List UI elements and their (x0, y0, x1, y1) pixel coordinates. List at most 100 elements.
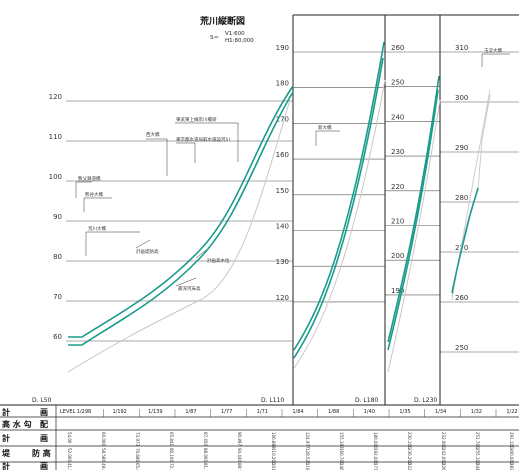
data-table: 計 画 高 水 勾 配 計 画 堤 防 高 計 画 LEVEL 1/298 1/1… (0, 405, 519, 470)
elevation-value: 146.800 (339, 463, 344, 470)
tick-label: 310 (455, 44, 468, 52)
level-label: LEVEL (60, 409, 76, 415)
elevation-value: 192.000 (373, 448, 378, 465)
elevation-value: 41.560 (67, 463, 72, 470)
riverbed-line-3 (387, 99, 441, 373)
gradient-value: 1/192 (112, 409, 126, 415)
scale-prefix: S＝ (210, 35, 219, 41)
gradient-value: 1/32 (471, 409, 482, 415)
row-label-2b: 配 (40, 420, 48, 429)
tick-label: 160 (276, 151, 289, 159)
profile-curves (67, 41, 491, 373)
elevation-value: 160.700 (339, 448, 344, 465)
tick-label: 90 (53, 213, 62, 221)
row-label-4a: 堤 (2, 448, 11, 458)
elevation-value: 60.000 (101, 432, 106, 446)
elevation-value: 90.897 (237, 432, 242, 446)
gradient-value: 1/139 (148, 409, 162, 415)
elevation-value: 88.540 (237, 463, 242, 470)
scale-vertical: V1:600 (225, 31, 245, 37)
gradient-value: 1/40 (364, 409, 375, 415)
tick-label: 100 (49, 173, 62, 181)
datum-label-4: D. L230 (414, 397, 437, 404)
row-label-2a: 高 水 勾 (2, 419, 32, 429)
tick-label: 190 (391, 287, 404, 295)
tick-label: 290 (455, 144, 468, 152)
annotation-plan-flood-level: 計画高水位 (207, 257, 230, 264)
elevation-value: 226.300 (441, 463, 446, 470)
elevation-value: 65.841 (169, 432, 174, 446)
grid-lines (66, 51, 519, 353)
tick-label: 260 (455, 294, 468, 302)
elevation-value: 88.000 (203, 448, 208, 462)
elevation-value: 300.000 (509, 448, 514, 465)
annotation-arakawa-bridge: 荒川大橋 (88, 225, 106, 232)
annotation-new-bridge: 新大橋 (318, 124, 332, 131)
tick-label: 120 (276, 294, 289, 302)
elevation-value: 72.390 (169, 463, 174, 470)
tick-label: 240 (391, 113, 404, 121)
flood-level-line-2 (293, 57, 384, 359)
tick-label: 180 (276, 80, 289, 88)
elevation-value: 251.700 (475, 432, 480, 449)
gradient-value: 1/298 (77, 409, 91, 415)
elevation-value: 87.450 (203, 432, 208, 446)
annotation-chichibu-bridge: 秩父鉄道橋 (78, 175, 101, 182)
annotation-riverbed-height: 最深河床高 (178, 285, 201, 292)
levee-line-3 (387, 75, 440, 343)
gradient-value: 1/71 (257, 409, 268, 415)
elevation-value: 177.100 (373, 463, 378, 470)
tick-label: 70 (53, 293, 62, 301)
tick-label: 280 (455, 194, 468, 202)
levee-line-2 (293, 41, 385, 351)
gradient-value: 1/88 (328, 409, 339, 415)
elevation-value: 232.900 (441, 432, 446, 449)
row-label-5a: 計 (2, 461, 10, 470)
tick-label: 190 (276, 44, 289, 52)
elevation-value: 283.200 (509, 463, 514, 470)
elevation-value: 65.850 (135, 463, 140, 470)
gradient-value: 1/77 (221, 409, 232, 415)
scale-horizontal: H1:80,000 (225, 38, 254, 44)
elevation-value: 81.710 (203, 463, 208, 470)
tick-label: 150 (276, 187, 289, 195)
elevation-value: 291.100 (509, 432, 514, 449)
tick-label: 120 (49, 93, 62, 101)
elevation-value: 155.183 (339, 432, 344, 449)
gradient-value: 1/84 (292, 409, 303, 415)
datum-label-3: D. L180 (355, 397, 378, 404)
datum-label-2: D. L110 (261, 397, 284, 404)
elevation-value: 80.100 (169, 448, 174, 462)
elevation-value: 58.580 (101, 448, 106, 462)
elevation-value: 124.977 (305, 432, 310, 449)
flood-level-line-4 (451, 187, 479, 294)
tick-label: 210 (391, 218, 404, 226)
elevation-value: 49.800 (101, 463, 106, 470)
annotation-plan-levee-height: 計画堤防高 (136, 248, 159, 255)
tick-label: 60 (53, 333, 62, 341)
elevation-value: 236.200 (407, 448, 412, 465)
row-label-5b: 画 (40, 462, 48, 470)
gradient-value: 1/35 (399, 409, 410, 415)
elevation-value: 222.400 (407, 463, 412, 470)
elevation-value: 242.000 (441, 448, 446, 465)
elevation-value: 52.000 (67, 448, 72, 462)
tick-label: 200 (391, 252, 404, 260)
elevation-value: 73.973 (135, 432, 140, 446)
elevation-value: 118.200 (305, 463, 310, 470)
tick-label: 170 (276, 115, 289, 123)
tick-label: 140 (276, 223, 289, 231)
annotation-lines (75, 53, 510, 287)
annotation-kumagaya-bridge: 熊谷大橋 (85, 191, 103, 198)
row-label-1a: 計 (2, 407, 10, 417)
elevation-value: 128.520 (305, 448, 310, 465)
annotation-labels: 秩父鉄道橋 西大橋 東京都水道局取水施設河川 東武東上線荒川橋梁 熊谷大橋 荒川… (78, 47, 502, 292)
riverbed-line-2 (293, 79, 386, 369)
annotation-west-bridge: 西大橋 (146, 131, 160, 138)
row-label-4b: 防 高 (32, 448, 51, 458)
flood-level-line-1 (68, 91, 294, 346)
tick-label: 260 (391, 44, 404, 52)
elevation-value: 70.680 (135, 448, 140, 462)
elevation-value: 255.100 (475, 448, 480, 465)
annotation-tamayodo-bridge: 玉淀大橋 (484, 47, 502, 54)
